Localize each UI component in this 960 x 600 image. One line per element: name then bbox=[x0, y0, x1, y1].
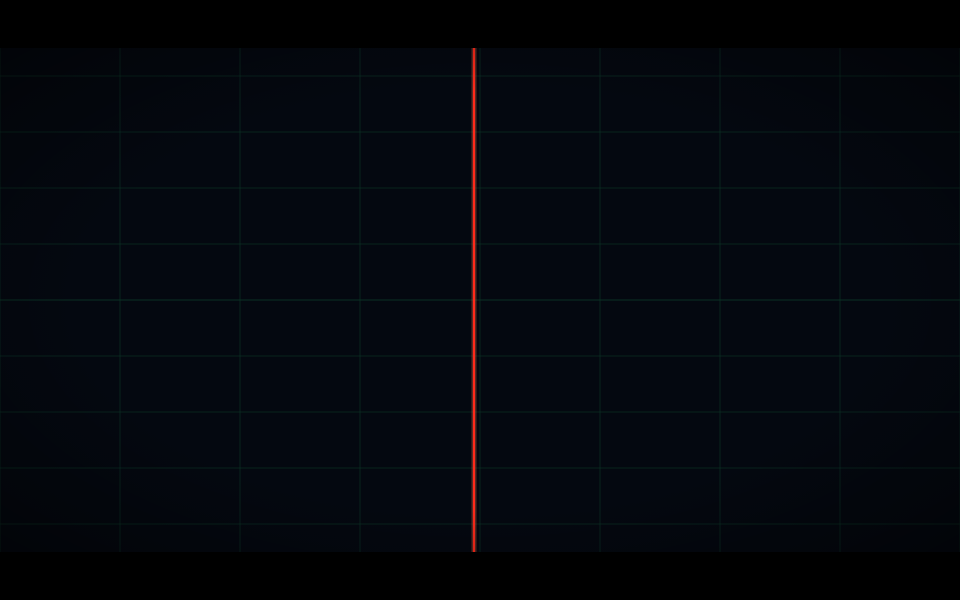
screen-vignette bbox=[0, 48, 960, 552]
letterbox-bottom bbox=[0, 552, 960, 600]
letterbox-top bbox=[0, 0, 960, 48]
waveform-editor-viewport[interactable] bbox=[0, 48, 960, 552]
waveform-canvas[interactable] bbox=[0, 48, 960, 552]
